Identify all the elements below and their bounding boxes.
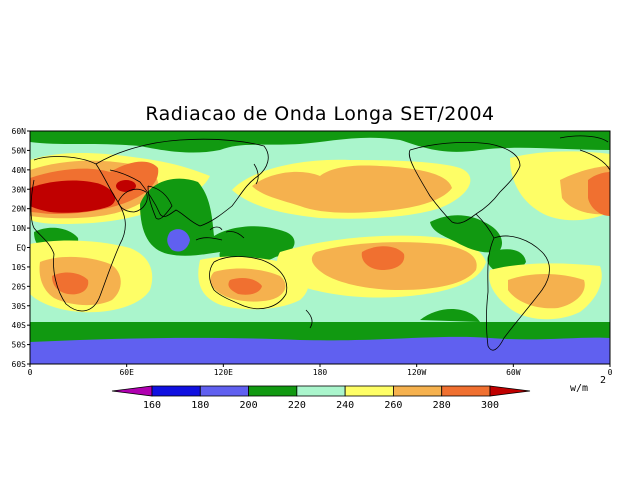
band-300-southern-africa [52,272,89,295]
coast-australia [209,256,288,310]
lat-label: 40S [12,321,27,330]
band-220-central-america [430,215,503,253]
colorbar-segment [441,385,491,397]
coastlines [30,135,610,351]
lat-label: 60S [12,360,27,369]
lat-label: 30S [12,302,27,311]
lat-label: 20S [12,282,27,291]
band-280-npacific [252,165,452,213]
colorbar-segment [199,385,249,397]
colorbar-segment [248,385,298,397]
lon-label: 0 [28,368,33,377]
coast-arabia [117,188,148,213]
coast-indonesia [195,226,245,241]
coast-africa [30,156,126,312]
latitude-labels: 60N 50N 40N 30N 20N 10N EQ 10S 20S 30S 40S 50S 60S [12,127,30,369]
colorbar-tick-label: 180 [191,400,209,411]
lon-label: 120W [407,368,426,377]
lat-label: 50N [12,146,27,155]
band-300-australia [228,278,262,295]
map-title: Radiacao de Onda Longa SET/2004 [145,103,494,125]
coast-europe [579,149,610,171]
band-200-indian-ocean [167,229,190,252]
colorbar-tick-label: 240 [336,400,354,411]
colorbar-segment [489,385,531,397]
lat-label: 10N [12,224,27,233]
colorbar-unit-exponent: 2 [600,375,606,386]
lon-label: 120E [214,368,233,377]
coast-greenland [559,135,609,143]
coast-japan [253,163,259,185]
lat-label: EQ [16,244,26,253]
lat-label: 20N [12,205,27,214]
lat-label: 40N [12,166,27,175]
band-220-north [30,131,610,153]
lat-label: 30N [12,185,27,194]
band-320-sahara [30,180,116,213]
colorbar-tick-label: 260 [384,400,402,411]
lat-label: 10S [12,263,27,272]
band-200-south [30,336,610,364]
colorbar-tick-label: 220 [288,400,306,411]
colorbar-segment [111,385,153,397]
band-280-samerica [508,274,585,309]
lat-label: 60N [12,127,27,136]
lon-label: 0 [608,368,613,377]
colorbar-tick-label: 160 [143,400,161,411]
coast-eurasia [95,138,269,227]
coast-india [147,185,173,220]
lat-label: 50S [12,341,27,350]
colorbar-segment [344,385,394,397]
colorbar-segment [296,385,346,397]
longitude-labels: 0 60E 120E 180 120W 60W 0 [28,364,613,377]
colorbar-tick-label: 280 [433,400,451,411]
colorbar-segment [393,385,443,397]
colorbar-tick-label: 300 [481,400,499,411]
colorbar-tick-label: 200 [240,400,258,411]
lon-label: 180 [313,368,328,377]
lon-label: 60W [506,368,521,377]
band-220-southpacific [420,308,480,322]
band-300-spacific [361,246,405,270]
band-300-east [588,172,610,216]
colorbar: 160 180 200 220 240 260 280 300 [111,385,531,411]
coast-central-america [475,213,495,239]
olr-field [30,131,610,364]
coast-south-america [486,235,550,351]
band-320-arabia [116,180,136,192]
colorbar-unit: w/m [570,383,588,394]
coast-newzealand [305,309,313,329]
lon-label: 60E [119,368,134,377]
colorbar-segment [151,385,201,397]
